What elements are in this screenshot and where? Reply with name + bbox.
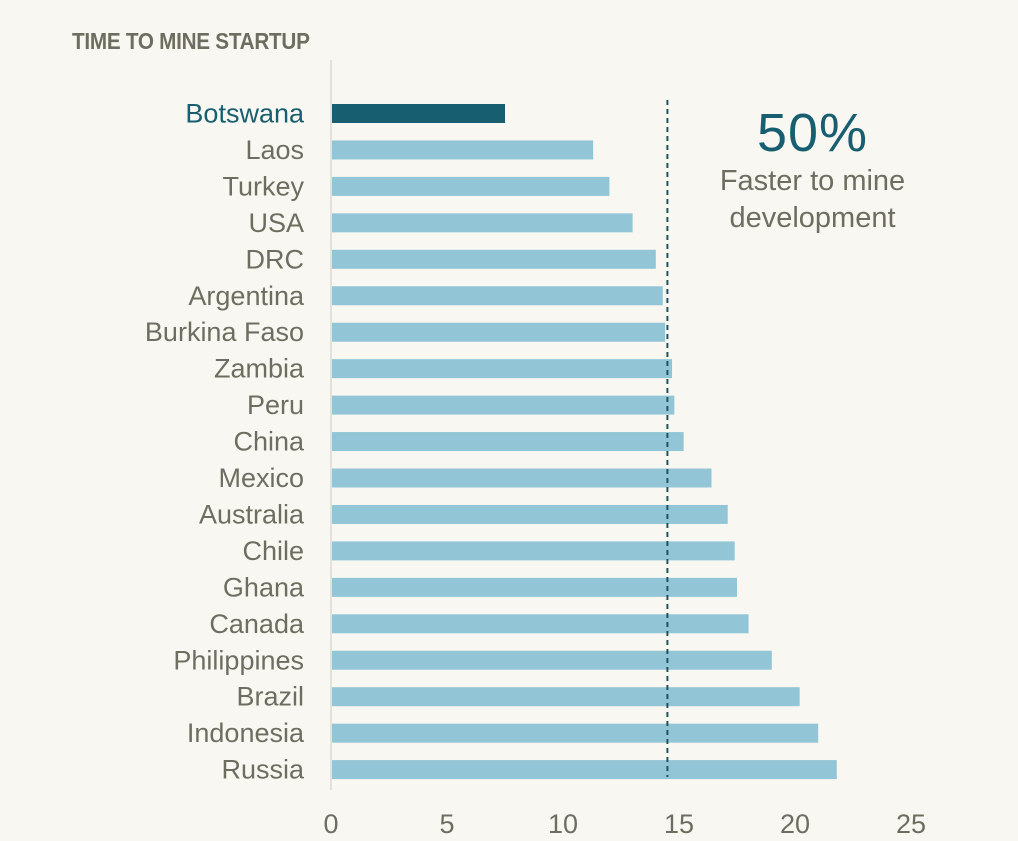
bar-drc [332,249,656,269]
bar-ghana [332,577,737,597]
bar-brazil [332,687,800,707]
bar-usa [332,213,633,233]
category-label: Indonesia [187,718,305,748]
category-label: Argentina [188,281,305,311]
bar-mexico [332,468,712,488]
x-tick-label: 25 [896,809,926,839]
category-label: USA [248,208,304,238]
bar-zambia [332,359,673,379]
category-label: Brazil [236,682,304,712]
x-tick-label: 15 [664,809,694,839]
category-label: Peru [247,390,304,420]
bar-australia [332,504,728,524]
category-label: Philippines [173,645,304,675]
bar-turkey [332,176,610,196]
bar-argentina [332,286,663,306]
bar-chile [332,541,735,561]
bar-philippines [332,650,772,670]
category-label: Botswana [185,99,305,129]
x-tick-label: 20 [780,809,810,839]
bar-peru [332,395,675,415]
x-tick-label: 10 [548,809,578,839]
bar-canada [332,614,749,634]
category-label: Laos [245,135,304,165]
category-label: Ghana [223,572,305,602]
category-label: Zambia [214,354,305,384]
category-label: Canada [209,609,305,639]
category-label: Chile [242,536,304,566]
category-label: Mexico [218,463,304,493]
bar-burkina-faso [332,322,666,342]
bar-china [332,432,684,452]
category-label: Burkina Faso [145,317,304,347]
x-tick-label: 0 [323,809,338,839]
callout: 50% Faster to mine development [690,103,935,236]
category-label: Australia [199,499,305,529]
chart-title: TIME TO MINE STARTUP [72,28,310,54]
category-label: Russia [221,755,305,785]
callout-value: 50% [756,103,869,163]
category-label: DRC [246,244,305,274]
category-label: Turkey [222,171,304,201]
bar-indonesia [332,723,819,743]
callout-text: Faster to mine development [719,165,906,234]
x-tick-label: 5 [439,809,454,839]
bar-botswana [332,104,505,123]
bar-laos [332,140,594,160]
bar-russia [332,760,837,780]
category-label: China [233,427,305,457]
